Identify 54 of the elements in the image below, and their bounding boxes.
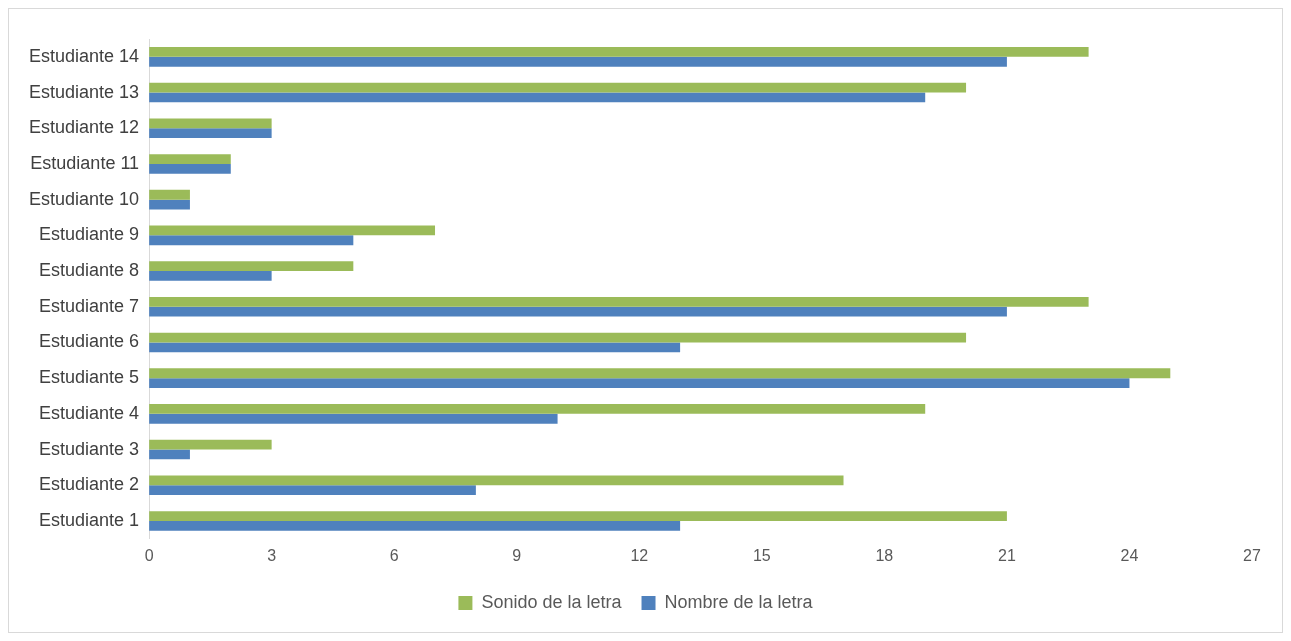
y-tick-label: Estudiante 5: [39, 367, 140, 388]
bar: [149, 342, 681, 353]
x-tick-label: 15: [752, 546, 771, 564]
y-tick-label: Estudiante 12: [28, 117, 140, 138]
legend-label: Sonido de la letra: [481, 591, 623, 612]
bar: [149, 261, 354, 272]
y-tick-label: Estudiante 13: [28, 81, 140, 102]
bar: [149, 189, 190, 200]
y-tick-label: Estudiante 8: [39, 260, 140, 281]
bar: [149, 520, 681, 531]
x-tick-label: 6: [389, 546, 399, 564]
bar: [149, 368, 1171, 379]
bar: [149, 332, 967, 343]
y-tick-label: Estudiante 2: [39, 474, 140, 495]
bar: [149, 225, 436, 236]
bar: [149, 439, 272, 450]
bar: [149, 154, 231, 164]
legend-label: Nombre de la letra: [664, 591, 814, 612]
x-tick-label: 27: [1243, 546, 1261, 564]
y-tick-label: Estudiante 7: [39, 295, 140, 316]
y-tick-label: Estudiante 1: [39, 509, 140, 530]
y-tick-label: Estudiante 6: [39, 331, 140, 352]
bar: [149, 306, 1007, 317]
bar: [149, 118, 272, 129]
bar: [149, 404, 926, 414]
bar: [149, 92, 926, 103]
bar: [149, 511, 1007, 521]
x-tick-label: 3: [267, 546, 277, 564]
bar: [149, 235, 354, 246]
bar: [149, 56, 1007, 67]
x-tick-label: 12: [630, 546, 649, 564]
x-tick-label: 18: [875, 546, 894, 564]
bar: [149, 271, 272, 281]
bar: [149, 378, 1130, 388]
bar: [149, 47, 1089, 57]
bar: [149, 413, 558, 424]
y-tick-label: Estudiante 11: [30, 152, 140, 173]
y-tick-label: Estudiante 9: [39, 224, 140, 245]
bar: [149, 82, 967, 93]
y-tick-label: Estudiante 14: [28, 45, 140, 66]
bar: [149, 485, 476, 496]
bar: [149, 199, 190, 210]
bar: [149, 163, 231, 174]
bar: [149, 296, 1089, 307]
bar: [149, 128, 272, 139]
y-tick-label: Estudiante 3: [39, 438, 140, 459]
x-tick-label: 24: [1120, 546, 1139, 564]
y-tick-label: Estudiante 10: [28, 188, 140, 209]
x-tick-label: 21: [998, 546, 1016, 564]
x-tick-label: 9: [512, 546, 522, 564]
x-tick-label: 0: [144, 546, 154, 564]
bar: [149, 475, 844, 486]
y-tick-label: Estudiante 4: [39, 402, 140, 423]
bar: [149, 449, 190, 460]
